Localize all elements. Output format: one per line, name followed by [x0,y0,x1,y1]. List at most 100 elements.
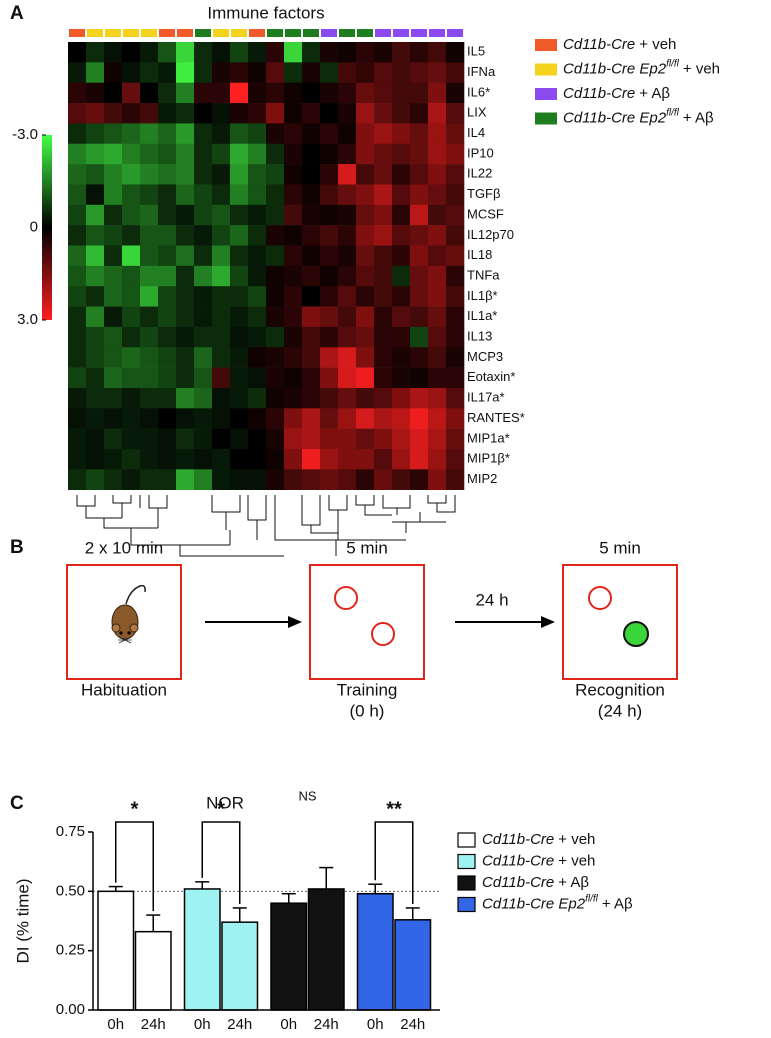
heat-cell [392,123,411,145]
row-label: IL13 [467,329,492,344]
legend-swatch [535,63,557,76]
heat-cell [446,103,465,124]
heat-cell [410,225,429,246]
heat-cell [266,225,285,246]
group-bar [87,29,103,37]
step-label: Recognition [575,680,665,699]
heat-cell [302,225,321,246]
heat-cell [248,245,267,267]
heat-cell [176,306,195,328]
heat-cell [356,204,375,226]
heat-cell [392,204,411,226]
heat-cell [230,265,249,287]
heat-cell [392,286,411,307]
heat-cell [374,62,393,83]
heat-cell [248,62,267,83]
heat-cell [230,103,249,124]
heat-cell [266,143,285,165]
heat-cell [320,265,339,287]
row-label: LIX [467,105,487,120]
heat-cell [86,225,105,246]
x-tick-label: 24h [314,1016,339,1033]
heat-cell [104,204,123,226]
heat-cell [140,164,159,185]
heat-cell [338,306,357,328]
heat-cell [320,367,339,389]
y-axis-label: DI (% time) [13,879,32,964]
heat-cell [284,62,303,83]
heat-cell [248,103,267,124]
heat-cell [230,123,249,145]
heat-cell [158,449,177,470]
heat-cell [86,449,105,470]
heat-cell [338,82,357,104]
heat-cell [158,245,177,267]
heat-cell [356,225,375,246]
heat-cell [86,306,105,328]
heat-cell [428,469,447,490]
heat-cell [230,143,249,165]
legend-label: Cd11b-Cre + Aβ [563,85,670,102]
heat-cell [194,469,213,490]
step-label: Training [337,680,398,699]
legend-swatch [457,853,476,870]
heat-cell [68,286,87,307]
heat-cell [356,449,375,470]
group-bar [159,29,175,37]
heat-cell [176,123,195,145]
heat-cell [194,204,213,226]
heat-cell [266,449,285,470]
heat-cell [410,367,429,389]
heat-cell [284,265,303,287]
heat-cell [122,204,141,226]
heat-cell [176,143,195,165]
heat-cell [446,225,465,246]
bar [134,930,172,1011]
heat-cell [86,286,105,307]
heat-cell [230,286,249,307]
heat-cell [446,82,465,104]
heat-cell [212,326,231,348]
heat-cell [86,204,105,226]
heat-cell [122,123,141,145]
heat-cell [194,408,213,429]
heat-cell [320,245,339,267]
heat-cell [122,245,141,267]
axes [92,832,440,1011]
heat-cell [338,225,357,246]
heat-cell [212,103,231,124]
heat-cell [194,62,213,83]
heat-cell [428,123,447,145]
x-tick-label: 24h [400,1016,425,1033]
heat-cell [446,42,465,63]
heat-cell [248,164,267,185]
legend-label: Cd11b-Cre + veh [482,831,595,848]
heat-cell [356,184,375,206]
heat-cell [374,347,393,368]
heat-cell [230,62,249,83]
heat-cell [410,143,429,165]
arena-box [309,564,425,680]
heat-cell [104,367,123,389]
heat-cell [410,428,429,450]
heat-cell [446,62,465,83]
heat-cell [122,265,141,287]
heat-cell [176,469,195,490]
heat-cell [338,143,357,165]
heat-cell [392,469,411,490]
heat-cell [194,42,213,63]
legend-treatment: + Aβ [558,874,589,891]
heat-cell [86,245,105,267]
heat-cell [176,286,195,307]
group-bar [177,29,193,37]
heat-cell [86,62,105,83]
heat-cell [248,469,267,490]
heat-cell [428,306,447,328]
colorbar-tick-label: 0 [30,218,38,235]
heat-cell [320,469,339,490]
heat-cell [446,204,465,226]
heat-cell [320,408,339,429]
heat-cell [302,42,321,63]
heat-cell [104,428,123,450]
heat-cell [446,184,465,206]
